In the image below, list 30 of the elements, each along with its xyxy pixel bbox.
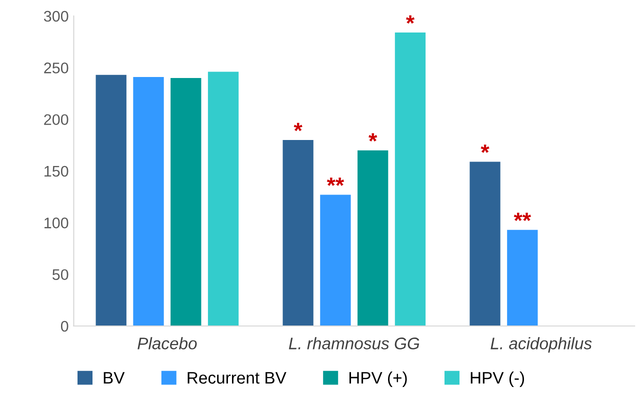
- bar: [170, 78, 202, 326]
- legend-label: Recurrent BV: [188, 372, 286, 384]
- x-tick-label: L. rhamnosus GG: [288, 337, 420, 350]
- data-label: **: [326, 178, 344, 186]
- data-label: *: [294, 122, 302, 132]
- y-tick-label: 100: [44, 218, 68, 228]
- bar: [282, 140, 314, 326]
- bar: [96, 74, 126, 326]
- y-tick-label: 50: [52, 269, 68, 280]
- x-tick-label: Placebo: [138, 337, 197, 350]
- bar: [358, 150, 388, 326]
- y-tick-label: 300: [44, 10, 68, 22]
- legend-label: HPV (+): [349, 371, 407, 387]
- x-tick-label: L. acidophilus: [490, 337, 592, 353]
- data-label: **: [514, 212, 532, 222]
- data-label: *: [406, 15, 415, 24]
- legend-label: BV: [104, 372, 125, 384]
- bar: [394, 32, 426, 326]
- bar: [470, 162, 500, 326]
- data-label: *: [480, 144, 490, 153]
- bar: [507, 230, 538, 326]
- bar: [133, 76, 164, 326]
- bar: [208, 72, 239, 326]
- y-tick-label: 150: [44, 166, 68, 177]
- bar: [320, 194, 351, 326]
- y-tick-label: 200: [44, 114, 68, 126]
- y-tick-label: 250: [44, 62, 68, 74]
- data-label: *: [368, 133, 378, 142]
- legend-label: HPV (-): [470, 371, 524, 387]
- y-tick-label: 0: [60, 320, 68, 332]
